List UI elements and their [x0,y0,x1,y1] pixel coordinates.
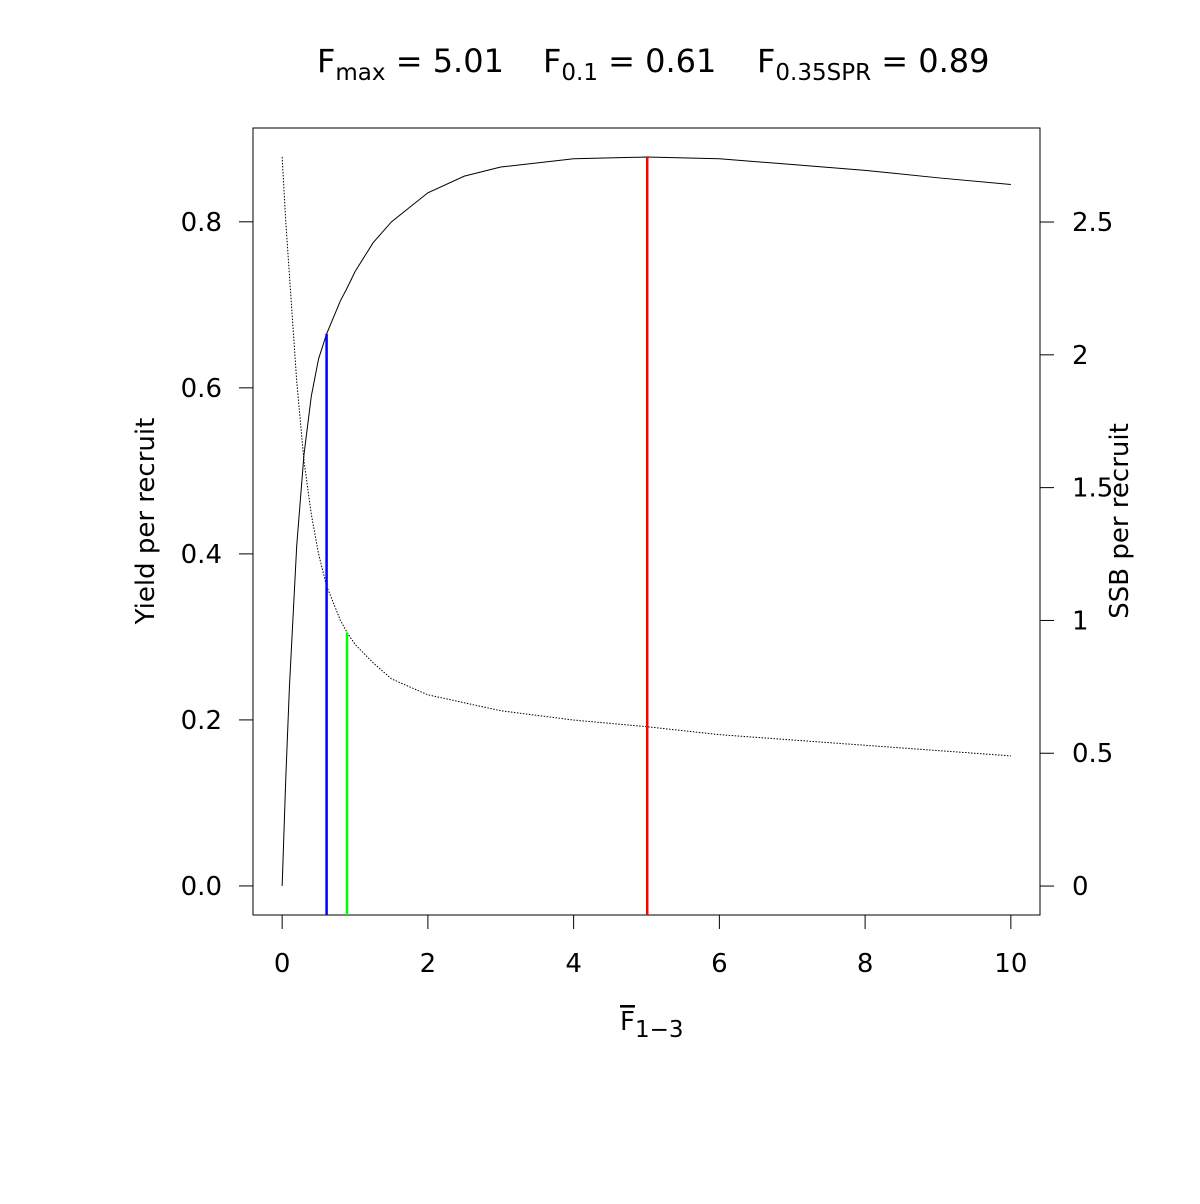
title-value: = 0.89 [871,42,989,80]
y2-tick-label: 2.5 [1072,208,1113,238]
y2-tick-label: 1 [1072,606,1089,636]
title-value: = 0.61 [598,42,716,80]
title-subscript: max [335,60,385,86]
y2-axis-label: SSB per recruit [1105,423,1135,619]
y-tick-label: 0.6 [181,374,222,404]
title-value: = 5.01 [386,42,504,80]
line-series [281,156,1011,886]
y2-tick-label: 0.5 [1072,739,1113,769]
x-tick-label: 6 [711,949,728,979]
x-tick-label: 4 [565,949,582,979]
line-series [281,156,1011,757]
y2-tick-label: 2 [1072,341,1089,371]
x-tick-label: 0 [274,949,291,979]
y2-tick-label: 0 [1072,872,1089,902]
title: F0.35SPR = 0.89 [757,42,989,86]
title-base: F [543,42,561,80]
title-subscript: 0.1 [561,60,598,86]
x-axis-label-subscript: 1−3 [635,1017,684,1043]
title: F0.1 = 0.61 [543,42,716,86]
x-tick-label: 2 [420,949,437,979]
title-subscript: 0.35SPR [775,60,871,86]
title-base: F [317,42,335,80]
y-tick-label: 0.4 [181,540,222,570]
y-tick-label: 0.0 [181,872,222,902]
y-tick-label: 0.8 [181,208,222,238]
x-axis-label: F1−3 [620,1007,684,1043]
x-tick-label: 10 [994,949,1027,979]
x-axis-label-base: F [620,1007,635,1037]
y2-tick-label: 1.5 [1072,474,1113,504]
title: Fmax = 5.01 [317,42,504,86]
x-tick-label: 8 [857,949,874,979]
y-tick-label: 0.2 [181,706,222,736]
title-base: F [757,42,775,80]
y-axis-label: Yield per recruit [131,418,161,626]
